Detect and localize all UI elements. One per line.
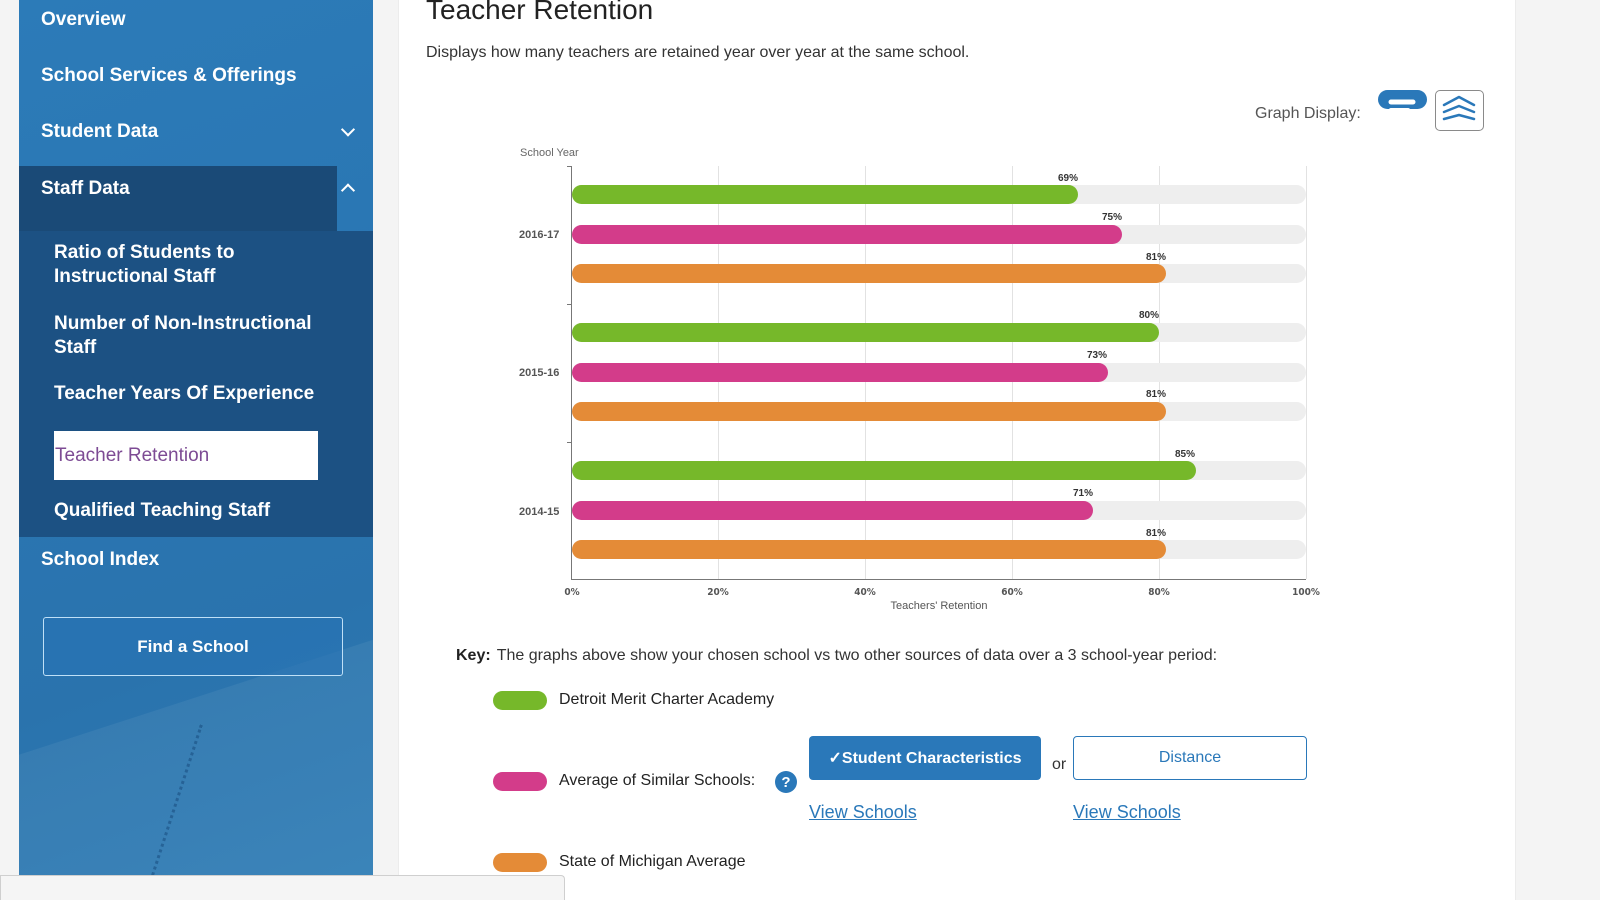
y-tick-label: 2014-15	[519, 506, 560, 518]
sidebar-nav: Overview School Services & Offerings Stu…	[19, 0, 373, 900]
page-description: Displays how many teachers are retained …	[426, 44, 970, 61]
x-tick-label: 80%	[1148, 587, 1170, 598]
submenu-item-label: Number of Non-Instructional Staff	[54, 313, 312, 358]
y-tick-label: 2016-17	[519, 229, 560, 241]
submenu-item-label: Qualified Teaching Staff	[54, 500, 271, 521]
or-label: or	[1052, 756, 1067, 773]
bar-value-label: 81%	[1145, 252, 1167, 263]
bar-value-label: 80%	[1138, 310, 1160, 321]
help-icon[interactable]: ?	[775, 771, 797, 793]
bar-value-label: 85%	[1174, 449, 1196, 460]
y-tick	[567, 166, 572, 167]
legend-label-similar-schools: Average of Similar Schools:	[559, 772, 756, 789]
submenu-item-label: Ratio of Students to Instructional Staff	[54, 242, 235, 287]
sidebar-item-label: Staff Data	[41, 178, 130, 199]
bar-state-2015-16[interactable]	[572, 402, 1166, 421]
submenu-item-qualified-teaching-staff[interactable]: Qualified Teaching Staff	[54, 499, 344, 523]
staff-data-submenu: Ratio of Students to Instructional Staff…	[19, 231, 373, 537]
x-tick-label: 20%	[707, 587, 729, 598]
key-label: Key:	[456, 647, 491, 664]
submenu-item-ratio-students-staff[interactable]: Ratio of Students to Instructional Staff	[54, 241, 344, 289]
bar-similar-2016-17[interactable]	[572, 225, 1122, 244]
browser-status-bar	[0, 875, 565, 900]
area-chart-icon	[1442, 95, 1476, 121]
sidebar-item-school-services[interactable]: School Services & Offerings	[19, 48, 373, 104]
bar-school-2016-17[interactable]	[572, 185, 1078, 204]
legend-swatch-school	[493, 691, 547, 710]
teacher-retention-chart: School Year 2016-17 2015-16 2014-15 69% …	[399, 0, 1517, 620]
y-axis	[571, 166, 572, 580]
sidebar-item-label: Overview	[41, 9, 126, 30]
view-schools-distance-link[interactable]: View Schools	[1073, 802, 1181, 822]
legend-swatch-state	[493, 853, 547, 872]
bar-value-label: 81%	[1145, 528, 1167, 539]
area-graph-toggle-button[interactable]	[1435, 90, 1484, 131]
sidebar-item-staff-data[interactable]: Staff Data	[19, 166, 356, 232]
gridline	[1306, 166, 1307, 579]
main-content: Teacher Retention Displays how many teac…	[398, 0, 1516, 900]
distance-label: Distance	[1158, 749, 1222, 766]
submenu-item-teacher-experience[interactable]: Teacher Years Of Experience	[54, 382, 344, 406]
bar-graph-toggle-button[interactable]	[1378, 90, 1427, 122]
chevron-down-icon[interactable]	[340, 122, 356, 137]
x-tick-label: 60%	[1001, 587, 1023, 598]
key-description: Key: The graphs above show your chosen sc…	[456, 647, 1217, 665]
distance-button[interactable]: Distance	[1073, 736, 1307, 780]
submenu-item-label: Teacher Retention	[55, 444, 210, 466]
bar-value-label: 75%	[1101, 212, 1123, 223]
legend-label-school: Detroit Merit Charter Academy	[559, 691, 775, 708]
y-tick	[567, 304, 572, 305]
bar-school-2015-16[interactable]	[572, 323, 1159, 342]
x-axis	[571, 579, 1306, 580]
view-schools-characteristics-link[interactable]: View Schools	[809, 802, 917, 822]
bar-value-label: 69%	[1057, 173, 1079, 184]
legend-label-state: State of Michigan Average	[559, 853, 746, 870]
x-tick-label: 100%	[1292, 587, 1320, 598]
find-a-school-label: Find a School	[137, 636, 249, 656]
bar-similar-2014-15[interactable]	[572, 501, 1093, 520]
bar-state-2016-17[interactable]	[572, 264, 1166, 283]
y-axis-title: School Year	[520, 147, 579, 159]
x-tick-label: 0%	[564, 587, 580, 598]
submenu-item-teacher-retention[interactable]: Teacher Retention	[54, 431, 318, 480]
y-tick-label: 2015-16	[519, 367, 560, 379]
student-characteristics-label: ✓Student Characteristics	[828, 750, 1022, 767]
submenu-item-label: Teacher Years Of Experience	[54, 383, 315, 404]
x-tick-label: 40%	[854, 587, 876, 598]
page-title: Teacher Retention	[426, 0, 654, 25]
bar-similar-2015-16[interactable]	[572, 363, 1108, 382]
bar-school-2014-15[interactable]	[572, 461, 1196, 480]
chevron-up-icon[interactable]	[340, 183, 356, 198]
bar-value-label: 81%	[1145, 389, 1167, 400]
find-a-school-button[interactable]: Find a School	[43, 617, 343, 676]
graph-display-label: Graph Display:	[1255, 105, 1361, 122]
legend-swatch-similar-schools	[493, 772, 547, 791]
sidebar-item-label: Student Data	[41, 121, 159, 142]
bar-state-2014-15[interactable]	[572, 540, 1166, 559]
bar-value-label: 71%	[1072, 488, 1094, 499]
student-characteristics-button[interactable]: ✓Student Characteristics	[809, 736, 1041, 780]
key-text: The graphs above show your chosen school…	[496, 647, 1218, 664]
sidebar-item-student-data[interactable]: Student Data	[19, 104, 373, 160]
sidebar-item-label: School Index	[41, 549, 160, 570]
bar-chart-icon	[1388, 99, 1416, 122]
sidebar-item-overview[interactable]: Overview	[19, 0, 373, 48]
sidebar-item-label: School Services & Offerings	[41, 65, 297, 86]
bar-value-label: 73%	[1086, 350, 1108, 361]
x-axis-title: Teachers' Retention	[890, 600, 988, 612]
submenu-item-non-instructional-staff[interactable]: Number of Non-Instructional Staff	[54, 312, 344, 360]
sidebar-item-school-index[interactable]: School Index	[19, 532, 373, 588]
y-tick	[567, 442, 572, 443]
